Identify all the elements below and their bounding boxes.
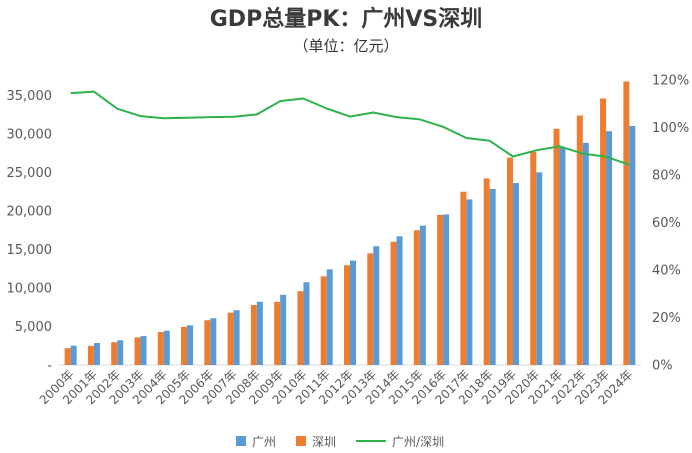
bar-guangzhou	[233, 310, 240, 365]
bar-guangzhou	[536, 172, 543, 365]
y2-axis-tick-label: 40%	[652, 264, 681, 279]
legend-swatch-ratio-line	[356, 440, 387, 442]
legend-swatch-shenzhen	[296, 436, 307, 446]
bar-guangzhou	[117, 340, 124, 365]
y-axis-tick-label: 15,000	[7, 243, 53, 258]
bar-guangzhou	[256, 301, 263, 365]
bar-shenzhen	[367, 253, 374, 365]
y2-axis-tick-label: 60%	[652, 216, 681, 231]
bar-guangzhou	[280, 294, 287, 365]
legend-swatch-guangzhou	[236, 436, 246, 446]
y-axis-tick-label: -	[47, 359, 52, 374]
y-axis-tick-label: 10,000	[7, 281, 53, 296]
bar-shenzhen	[506, 157, 513, 365]
bar-shenzhen	[437, 214, 444, 365]
bar-guangzhou	[93, 342, 100, 365]
bar-guangzhou	[512, 182, 519, 365]
bar-shenzhen	[483, 178, 490, 365]
y-axis-tick-label: 5,000	[15, 320, 52, 335]
bar-shenzhen	[460, 191, 467, 365]
y-axis-tick-label: 25,000	[7, 166, 53, 181]
bar-shenzhen	[297, 291, 304, 365]
bar-shenzhen	[600, 98, 607, 365]
y-axis-tick-label: 35,000	[7, 89, 53, 104]
bar-guangzhou	[140, 336, 147, 365]
legend-item-guangzhou: 广州	[236, 433, 276, 450]
bar-guangzhou	[210, 318, 217, 365]
bar-guangzhou	[396, 236, 403, 365]
bar-guangzhou	[489, 188, 496, 365]
bar-shenzhen	[134, 337, 141, 365]
bar-shenzhen	[181, 326, 188, 365]
chart-subtitle: （单位：亿元）	[293, 37, 399, 55]
bar-guangzhou	[559, 147, 566, 365]
legend-label-shenzhen: 深圳	[312, 434, 337, 449]
bar-shenzhen	[111, 342, 118, 365]
legend-label-guangzhou: 广州	[252, 434, 277, 449]
bar-guangzhou	[582, 142, 589, 365]
bar-guangzhou	[326, 269, 333, 365]
legend-label-ratio: 广州/深圳	[392, 434, 445, 449]
bar-shenzhen	[623, 81, 630, 365]
y2-axis-tick-label: 20%	[652, 311, 681, 326]
y2-axis-tick-label: 0%	[652, 359, 673, 374]
bar-shenzhen	[390, 241, 397, 365]
bar-shenzhen	[250, 305, 257, 365]
bar-shenzhen	[87, 345, 94, 365]
legend-item-shenzhen: 深圳	[296, 433, 336, 450]
bar-shenzhen	[227, 312, 234, 365]
y-axis-tick-label: 20,000	[7, 204, 53, 219]
legend-item-ratio: 广州/深圳	[356, 433, 444, 450]
bar-guangzhou	[629, 125, 636, 365]
bar-shenzhen	[274, 301, 281, 365]
chart-title: GDP总量PK：广州VS深圳	[209, 7, 483, 32]
bar-guangzhou	[419, 225, 426, 365]
y2-axis-tick-label: 120%	[652, 74, 689, 89]
bar-shenzhen	[413, 230, 420, 365]
bar-guangzhou	[443, 214, 450, 365]
bar-shenzhen	[157, 332, 164, 365]
bar-shenzhen	[64, 348, 71, 365]
bar-shenzhen	[553, 128, 560, 365]
chart-legend: 广州 深圳 广州/深圳	[236, 433, 464, 449]
bar-guangzhou	[70, 345, 77, 365]
bar-guangzhou	[350, 260, 356, 365]
y2-axis-tick-label: 100%	[652, 121, 689, 136]
y2-axis-tick-label: 80%	[652, 169, 681, 184]
bar-shenzhen	[204, 320, 211, 365]
bar-guangzhou	[303, 282, 310, 365]
bar-shenzhen	[320, 276, 327, 365]
bar-shenzhen	[530, 151, 537, 365]
bar-guangzhou	[466, 199, 473, 365]
bar-shenzhen	[344, 265, 350, 365]
bar-guangzhou	[187, 325, 194, 365]
bar-guangzhou	[163, 330, 170, 365]
ratio-line	[70, 90, 630, 166]
bar-shenzhen	[576, 115, 583, 365]
bar-guangzhou	[606, 131, 613, 365]
bar-guangzhou	[373, 246, 380, 365]
y-axis-tick-label: 30,000	[7, 127, 53, 142]
